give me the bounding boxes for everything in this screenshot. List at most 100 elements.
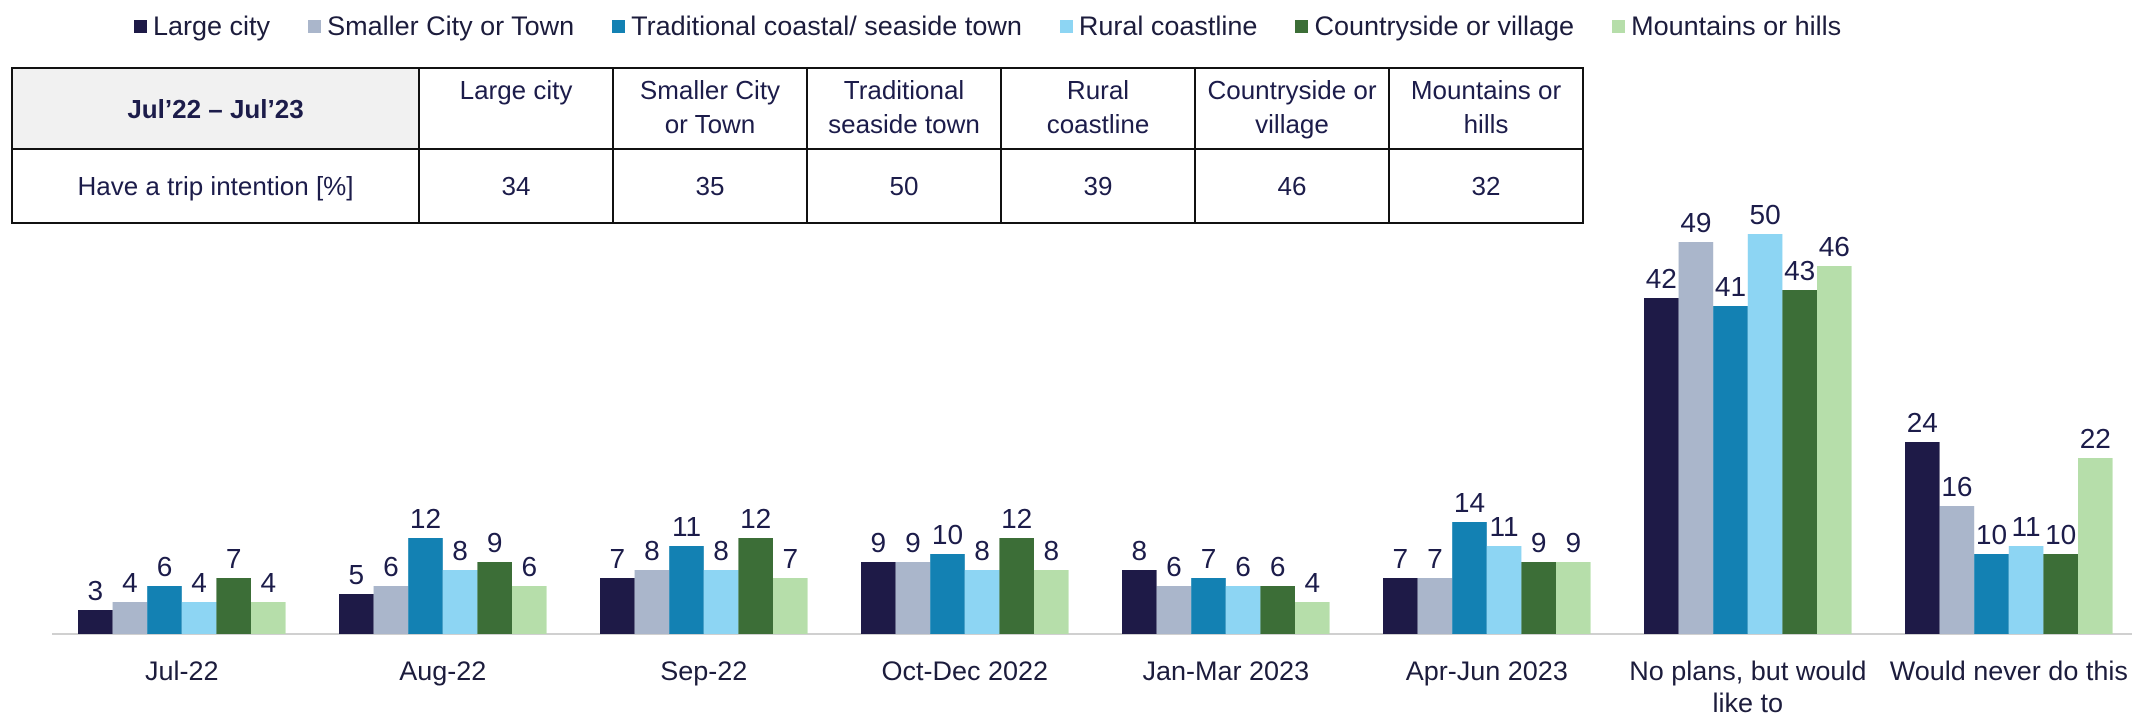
data-label: 22 (2080, 423, 2111, 454)
data-label: 4 (191, 567, 207, 598)
table-row: Have a trip intention [%] 34 35 50 39 46… (11, 148, 1584, 224)
bar (999, 538, 1034, 634)
header-line: hills (1463, 109, 1509, 139)
legend-swatch (1612, 19, 1626, 33)
bar (1034, 570, 1069, 634)
data-label: 12 (740, 503, 771, 534)
category-label: Aug-22 (399, 656, 486, 686)
category-label: Jul-22 (145, 656, 219, 686)
data-label: 9 (1566, 527, 1582, 558)
bar (1295, 602, 1330, 634)
table-cell: 32 (1388, 148, 1584, 224)
legend-label: Mountains or hills (1631, 10, 1842, 41)
category-label: Oct-Dec 2022 (882, 656, 1049, 686)
bar (1905, 442, 1940, 634)
data-label: 43 (1784, 255, 1815, 286)
legend-item-rural-coastline: Rural coastline (1059, 10, 1258, 42)
table-header-large-city: Large city (418, 67, 614, 150)
bar (181, 602, 217, 634)
bar (1225, 586, 1261, 634)
bar (2078, 458, 2113, 634)
legend-swatch (308, 19, 322, 33)
data-label: 9 (1531, 527, 1547, 558)
data-label: 4 (1305, 567, 1321, 598)
bar (600, 578, 635, 634)
bar (1452, 522, 1487, 634)
data-label: 6 (157, 551, 173, 582)
data-label: 42 (1646, 263, 1677, 294)
data-label: 7 (226, 543, 242, 574)
legend-swatch (134, 19, 147, 33)
data-label: 12 (410, 503, 441, 534)
header-line: village (1255, 109, 1329, 139)
table-cell: 39 (1000, 148, 1196, 224)
data-label: 3 (88, 575, 104, 606)
data-label: 7 (1393, 543, 1409, 574)
table-header-smaller-city: Smaller City or Town (612, 67, 808, 150)
bar (1678, 242, 1714, 634)
data-label: 8 (1044, 535, 1060, 566)
category-label: Apr-Jun 2023 (1406, 656, 1568, 686)
data-label: 46 (1819, 231, 1850, 262)
bar (408, 538, 443, 634)
bar (1486, 546, 1522, 634)
header-line: or Town (664, 109, 756, 139)
bar (78, 610, 113, 634)
bar (2043, 554, 2078, 634)
data-label: 11 (672, 511, 701, 542)
bar (895, 562, 931, 634)
legend-label: Rural coastline (1078, 10, 1258, 41)
header-line: Mountains or (1410, 75, 1562, 105)
header-line: seaside town (828, 109, 980, 139)
data-label: 8 (713, 535, 729, 566)
table-header-seaside-town: Traditional seaside town (806, 67, 1002, 150)
header-line: Smaller City (639, 75, 781, 105)
bar (1644, 298, 1679, 634)
data-label: 7 (783, 543, 799, 574)
legend-label: Smaller City or Town (327, 10, 575, 41)
bar (512, 586, 547, 634)
bar (147, 586, 182, 634)
data-label: 50 (1750, 199, 1781, 230)
legend-label: Traditional coastal/ seaside town (631, 10, 1022, 41)
category-label: like to (1713, 688, 1784, 714)
header-line: Countryside or (1207, 75, 1377, 105)
bar (251, 602, 286, 634)
bar (1713, 306, 1748, 634)
bar (2008, 546, 2044, 634)
table-cell: 34 (418, 148, 614, 224)
data-label: 8 (1132, 535, 1148, 566)
bar (1417, 578, 1453, 634)
data-label: 14 (1454, 487, 1485, 518)
data-label: 6 (1235, 551, 1251, 582)
header-line: Rural (1066, 75, 1130, 105)
bar (930, 554, 965, 634)
bar (1974, 554, 2009, 634)
header-line: Large city (459, 75, 573, 105)
legend-swatch (1295, 19, 1309, 33)
data-label: 6 (1166, 551, 1182, 582)
bar (477, 562, 512, 634)
bar (1782, 290, 1817, 634)
data-label: 24 (1907, 407, 1938, 438)
bar (964, 570, 1000, 634)
chart-legend: Large city Smaller City or Town Traditio… (134, 8, 1879, 44)
bar (339, 594, 374, 634)
bar (442, 570, 478, 634)
data-label: 8 (974, 535, 990, 566)
table-cell: 46 (1194, 148, 1390, 224)
bar (634, 570, 670, 634)
data-label: 4 (261, 567, 277, 598)
legend-item-large-city: Large city (134, 11, 270, 42)
bar (669, 546, 704, 634)
legend-label: Large city (153, 10, 271, 41)
data-label: 9 (871, 527, 887, 558)
data-label: 6 (522, 551, 538, 582)
bar (1156, 586, 1192, 634)
data-label: 9 (905, 527, 921, 558)
bar (703, 570, 739, 634)
legend-swatch (1059, 19, 1073, 33)
legend-item-mountains: Mountains or hills (1612, 11, 1841, 42)
data-label: 7 (1427, 543, 1443, 574)
